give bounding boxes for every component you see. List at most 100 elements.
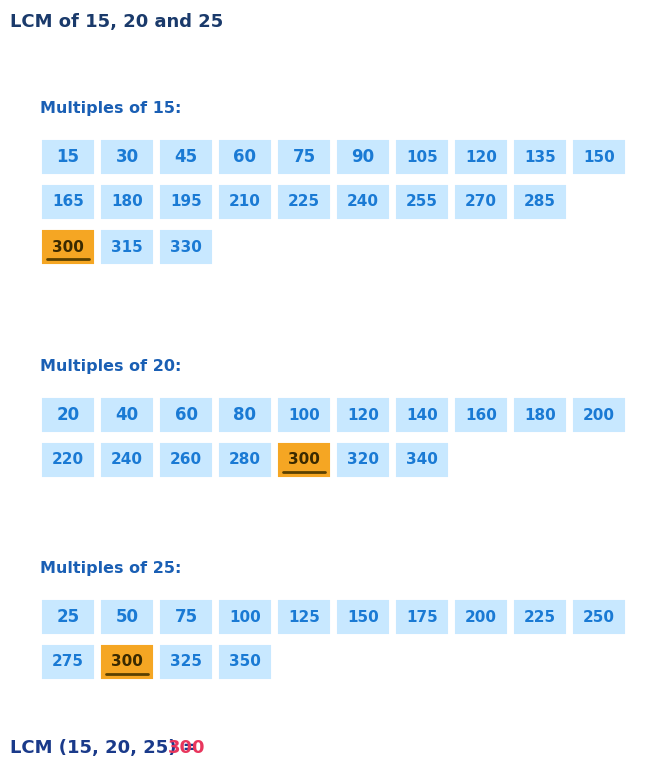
Text: 220: 220 [52,452,84,468]
FancyBboxPatch shape [219,398,271,432]
FancyBboxPatch shape [573,398,625,432]
FancyBboxPatch shape [101,398,153,432]
Text: 250: 250 [583,609,615,625]
Text: 195: 195 [170,194,202,209]
Text: Multiples of 25:: Multiples of 25: [40,561,182,576]
FancyBboxPatch shape [455,185,507,219]
FancyBboxPatch shape [101,645,153,679]
FancyBboxPatch shape [396,443,448,477]
Text: LCM (15, 20, 25) =: LCM (15, 20, 25) = [10,739,204,757]
Text: 240: 240 [347,194,379,209]
FancyBboxPatch shape [160,443,212,477]
FancyBboxPatch shape [573,600,625,634]
Text: 90: 90 [351,148,375,166]
Text: 300: 300 [168,739,205,757]
FancyBboxPatch shape [514,185,566,219]
Text: Multiples of 20:: Multiples of 20: [40,358,182,373]
FancyBboxPatch shape [514,140,566,174]
Text: 275: 275 [52,654,84,669]
FancyBboxPatch shape [278,600,330,634]
Text: 75: 75 [174,608,198,626]
FancyBboxPatch shape [42,600,94,634]
FancyBboxPatch shape [160,185,212,219]
Text: 210: 210 [229,194,261,209]
Text: 50: 50 [116,608,138,626]
Text: LCM of 15, 20 and 25: LCM of 15, 20 and 25 [10,13,223,31]
FancyBboxPatch shape [278,443,330,477]
FancyBboxPatch shape [42,443,94,477]
Text: 315: 315 [111,240,143,255]
FancyBboxPatch shape [514,398,566,432]
FancyBboxPatch shape [219,645,271,679]
Text: 75: 75 [293,148,315,166]
Text: 260: 260 [170,452,202,468]
FancyBboxPatch shape [278,398,330,432]
Text: Multiples of 15:: Multiples of 15: [40,101,182,116]
FancyBboxPatch shape [278,185,330,219]
Text: 240: 240 [111,452,143,468]
FancyBboxPatch shape [396,600,448,634]
Text: 165: 165 [52,194,84,209]
FancyBboxPatch shape [455,140,507,174]
Text: 100: 100 [288,408,320,423]
FancyBboxPatch shape [573,140,625,174]
Text: 150: 150 [583,149,615,165]
FancyBboxPatch shape [337,185,389,219]
FancyBboxPatch shape [219,185,271,219]
Text: 160: 160 [465,408,497,423]
Text: 150: 150 [347,609,379,625]
FancyBboxPatch shape [101,230,153,264]
FancyBboxPatch shape [455,398,507,432]
FancyBboxPatch shape [42,230,94,264]
Text: 80: 80 [234,406,257,424]
Text: 200: 200 [465,609,497,625]
Text: 100: 100 [229,609,261,625]
FancyBboxPatch shape [42,140,94,174]
Text: 300: 300 [288,452,320,468]
Text: 40: 40 [116,406,138,424]
FancyBboxPatch shape [42,645,94,679]
Text: 225: 225 [288,194,320,209]
FancyBboxPatch shape [42,185,94,219]
Text: 120: 120 [347,408,379,423]
Text: 20: 20 [56,406,79,424]
Text: 330: 330 [170,240,202,255]
FancyBboxPatch shape [337,140,389,174]
Text: 125: 125 [288,609,320,625]
Text: 120: 120 [465,149,497,165]
FancyBboxPatch shape [101,600,153,634]
Text: 325: 325 [170,654,202,669]
FancyBboxPatch shape [219,443,271,477]
Text: 270: 270 [465,194,497,209]
Text: 175: 175 [406,609,438,625]
Text: 60: 60 [174,406,198,424]
FancyBboxPatch shape [278,140,330,174]
FancyBboxPatch shape [160,140,212,174]
FancyBboxPatch shape [337,600,389,634]
FancyBboxPatch shape [160,398,212,432]
FancyBboxPatch shape [101,140,153,174]
Text: 140: 140 [406,408,438,423]
Text: 225: 225 [524,609,556,625]
Text: 60: 60 [234,148,257,166]
Text: 15: 15 [57,148,79,166]
FancyBboxPatch shape [42,398,94,432]
FancyBboxPatch shape [101,443,153,477]
Text: 25: 25 [56,608,79,626]
Text: 320: 320 [347,452,379,468]
FancyBboxPatch shape [396,398,448,432]
FancyBboxPatch shape [101,185,153,219]
FancyBboxPatch shape [455,600,507,634]
Text: 30: 30 [116,148,138,166]
FancyBboxPatch shape [219,140,271,174]
FancyBboxPatch shape [396,185,448,219]
FancyBboxPatch shape [160,600,212,634]
Text: 45: 45 [174,148,198,166]
FancyBboxPatch shape [396,140,448,174]
Text: 135: 135 [524,149,556,165]
Text: 105: 105 [406,149,438,165]
FancyBboxPatch shape [514,600,566,634]
Text: 340: 340 [406,452,438,468]
Text: 180: 180 [524,408,556,423]
Text: 180: 180 [111,194,143,209]
